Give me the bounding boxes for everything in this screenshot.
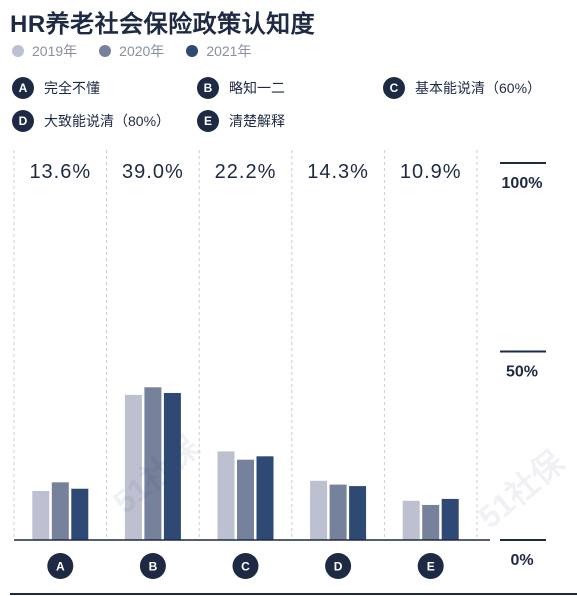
category-legend-d: D 大致能说清（80%） xyxy=(12,110,170,132)
bar-a-2021 xyxy=(71,488,89,540)
category-badge-letter: E xyxy=(427,560,435,574)
category-badge-letter: C xyxy=(241,560,250,574)
category-label-b: 略知一二 xyxy=(229,80,285,96)
bar-a-2019 xyxy=(32,490,50,540)
chart-title: HR养老社会保险政策认知度 xyxy=(10,11,316,38)
legend-item-2019: 2019年 xyxy=(12,41,77,61)
legend-item-2021: 2021年 xyxy=(186,41,251,61)
bar-c-2019 xyxy=(217,451,235,540)
bar-e-2021 xyxy=(441,498,459,540)
category-badge xyxy=(47,553,74,579)
category-badge-a: A xyxy=(12,77,34,99)
category-legend-c: C 基本能说清（60%） xyxy=(383,77,541,99)
column-value-label: 14.3% xyxy=(307,161,369,183)
column-value-label: 22.2% xyxy=(215,161,277,183)
bar-a-2020 xyxy=(51,482,69,540)
category-badge-e: E xyxy=(197,110,219,132)
legend-label-2021: 2021年 xyxy=(206,43,252,59)
category-badge-c: C xyxy=(383,77,405,99)
category-badge xyxy=(232,553,259,579)
y-tick-label: 50% xyxy=(506,364,538,381)
category-badge-b: B xyxy=(197,77,219,99)
bar-c-2020 xyxy=(237,459,254,540)
legend-label-2020: 2020年 xyxy=(119,43,165,59)
column-value-label: 39.0% xyxy=(122,161,184,183)
bar-b-2019 xyxy=(124,394,142,540)
y-tick-label: 100% xyxy=(502,175,543,192)
bar-e-2020 xyxy=(422,504,440,540)
category-label-a: 完全不懂 xyxy=(44,80,100,96)
bar-c-2021 xyxy=(256,456,274,540)
category-label-e: 清楚解释 xyxy=(229,113,285,129)
category-badge xyxy=(139,553,166,579)
category-legend-a: A 完全不懂 xyxy=(12,77,100,99)
category-label-c: 基本能说清（60%） xyxy=(415,80,542,96)
bar-d-2019 xyxy=(310,480,328,540)
y-tick-label: 0% xyxy=(510,552,533,569)
category-badge-letter: A xyxy=(56,560,65,574)
legend-item-2020: 2020年 xyxy=(99,41,164,61)
column-value-label: 10.9% xyxy=(400,161,462,183)
category-badge-letter: B xyxy=(149,560,158,574)
category-badge xyxy=(417,553,444,579)
bar-e-2019 xyxy=(402,500,420,540)
column-value-label: 13.6% xyxy=(29,161,91,183)
bar-d-2020 xyxy=(329,484,347,540)
category-legend-b: B 略知一二 xyxy=(197,77,285,99)
bar-d-2021 xyxy=(349,486,367,540)
legend-swatch-2019 xyxy=(12,45,24,57)
legend-swatch-2020 xyxy=(99,45,112,57)
category-badge-letter: D xyxy=(334,560,343,574)
category-legend-e: E 清楚解释 xyxy=(197,110,285,132)
category-badge-d: D xyxy=(12,110,34,132)
category-badge xyxy=(325,553,352,579)
bar-b-2020 xyxy=(144,387,162,540)
year-legend: 2019年 2020年 2021年 xyxy=(12,41,251,61)
legend-label-2019: 2019年 xyxy=(32,43,78,59)
category-label-d: 大致能说清（80%） xyxy=(44,113,171,129)
bar-b-2021 xyxy=(163,392,181,540)
legend-swatch-2021 xyxy=(186,45,199,57)
